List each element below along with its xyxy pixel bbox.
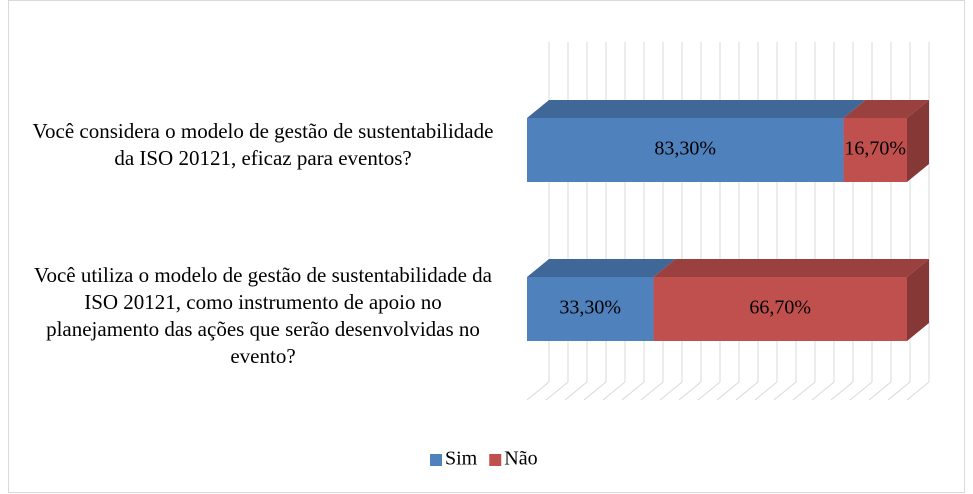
bar-front-face xyxy=(843,118,907,182)
bar-segment xyxy=(527,100,866,182)
bar-side-face xyxy=(907,259,929,341)
grid-floor-line xyxy=(811,381,835,401)
legend-label: Sim xyxy=(445,448,478,470)
bar-segment xyxy=(653,259,929,341)
grid-floor-line xyxy=(545,381,569,401)
grid-floor-line xyxy=(564,381,588,401)
legend-label: Não xyxy=(504,448,537,470)
grid-floor-line xyxy=(602,381,626,401)
bar-segment xyxy=(843,100,929,182)
grid-floor-line xyxy=(526,381,550,401)
value-label: 83,30% xyxy=(654,138,716,160)
bar-side-face xyxy=(907,100,929,182)
bar-top-face xyxy=(527,259,676,277)
category-label: Você utiliza o modelo de gestão de suste… xyxy=(34,263,492,368)
value-label: 66,70% xyxy=(749,297,811,319)
bar-top-face xyxy=(843,100,929,118)
legend-swatch xyxy=(430,454,442,466)
grid-floor-line xyxy=(868,381,892,401)
grid-floor-line xyxy=(887,381,911,401)
grid-floor-line xyxy=(583,381,607,401)
grid-floor-line xyxy=(773,381,797,401)
bar-segment xyxy=(527,259,676,341)
bar-top-face xyxy=(527,100,866,118)
bar-front-face xyxy=(653,277,907,341)
value-label: 33,30% xyxy=(559,297,621,319)
grid-floor-line xyxy=(754,381,778,401)
bar-front-face xyxy=(527,118,844,182)
grid-floor-line xyxy=(792,381,816,401)
grid-floor-line xyxy=(678,381,702,401)
category-label: Você considera o modelo de gestão de sus… xyxy=(32,119,494,170)
bar-top-face xyxy=(653,259,929,277)
value-label: 16,70% xyxy=(844,138,906,160)
grid-floor-line xyxy=(830,381,854,401)
grid-floor-line xyxy=(716,381,740,401)
grid-floor-line xyxy=(906,381,930,401)
grid-floor-line xyxy=(697,381,721,401)
legend-swatch xyxy=(489,454,502,466)
grid-floor-line xyxy=(640,381,664,401)
grid-floor-line xyxy=(849,381,873,401)
grid-floor-line xyxy=(621,381,645,401)
grid-floor-line xyxy=(659,381,683,401)
grid-floor-line xyxy=(735,381,759,401)
chart-border xyxy=(8,0,965,493)
bar-front-face xyxy=(527,277,654,341)
